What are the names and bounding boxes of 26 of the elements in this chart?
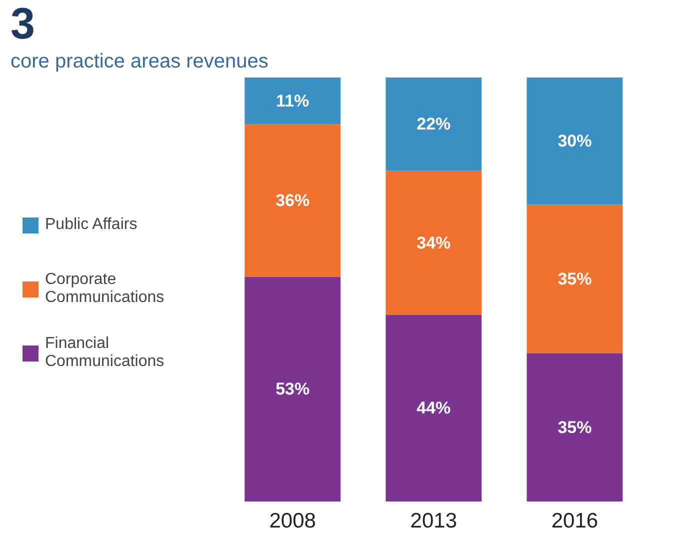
x-tick-label: 2013 <box>410 510 458 532</box>
data-label: 30% <box>558 132 592 151</box>
legend-label: Public Affairs <box>45 215 138 235</box>
bar <box>526 353 623 502</box>
bar <box>386 78 482 171</box>
bar <box>244 276 341 502</box>
bar <box>386 170 482 315</box>
bar <box>244 78 341 124</box>
data-label: 34% <box>416 233 451 252</box>
legend-label: Corporate Communications <box>45 271 164 307</box>
bar <box>386 314 482 502</box>
data-label: 35% <box>558 418 592 437</box>
data-label: 36% <box>276 190 310 210</box>
data-label: 11% <box>276 91 310 110</box>
data-label: 53% <box>276 380 310 399</box>
chart-title: 3 <box>10 0 35 48</box>
bar <box>526 204 623 354</box>
x-tick-label: 2016 <box>551 510 598 532</box>
x-tick-label: 2008 <box>269 510 316 532</box>
data-label: 35% <box>558 269 592 288</box>
data-label: 44% <box>416 398 451 418</box>
legend-label: Financial Communications <box>45 335 164 371</box>
bar <box>526 78 623 205</box>
bar <box>244 124 341 277</box>
data-label: 22% <box>416 114 451 134</box>
chart-subtitle: core practice areas revenues <box>10 50 268 72</box>
